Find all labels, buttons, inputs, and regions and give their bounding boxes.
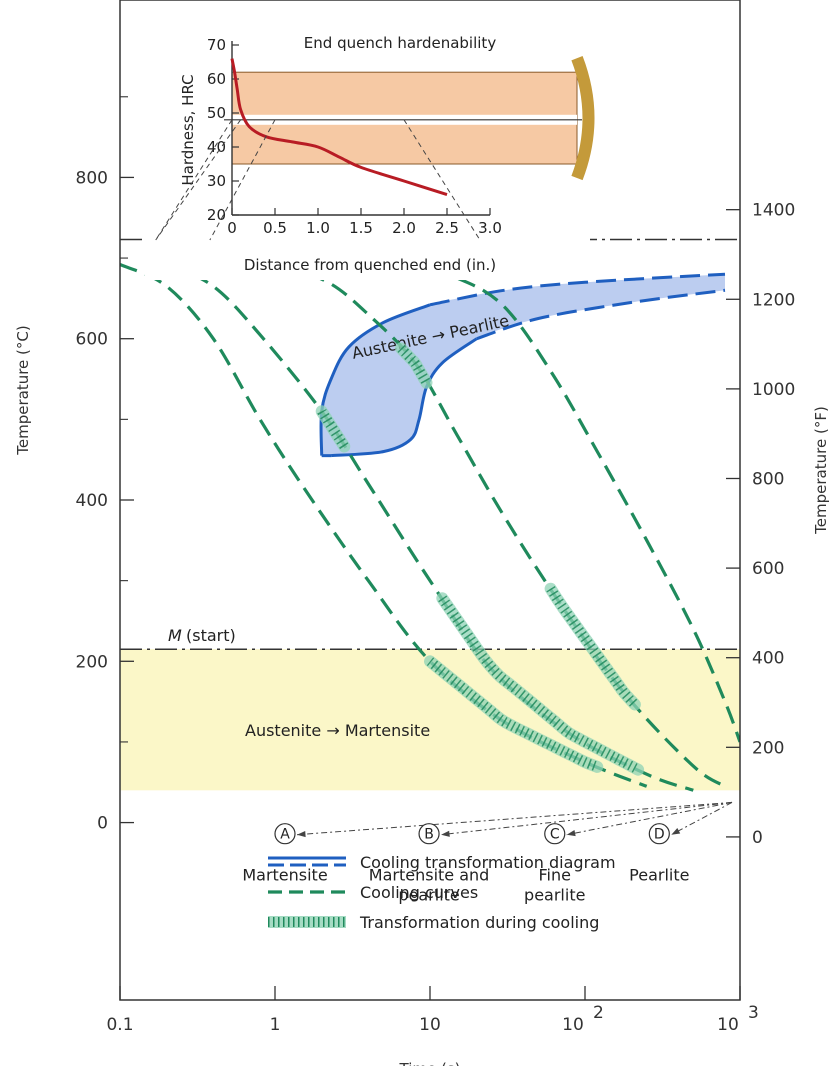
x-tick-label: 10 <box>717 1015 739 1035</box>
product-marker-a <box>274 823 296 845</box>
transformation-hatch-2 <box>438 595 641 775</box>
product-arrowhead-a <box>297 831 306 838</box>
y-left-tick-label: 0 <box>97 814 108 834</box>
ms-label-suffix: (start) <box>186 626 236 645</box>
product-label-b: pearlite <box>398 886 459 905</box>
transformation-hatch-4 <box>546 586 639 708</box>
product-marker-d <box>648 823 670 845</box>
transformation-layer <box>315 342 645 776</box>
cooling-curve-d <box>405 264 740 743</box>
product-marker-label-b: B <box>424 827 434 843</box>
y-right-tick-label: 800 <box>752 469 784 489</box>
product-marker-label-c: C <box>550 827 560 843</box>
inset-connector-2 <box>209 119 276 241</box>
y-right-tick-label: 1000 <box>752 380 795 400</box>
product-marker-b <box>418 823 440 845</box>
product-label-c: pearlite <box>524 886 585 905</box>
inset-x-tick-label: 1.5 <box>349 219 373 237</box>
legend-layer: Cooling transformation diagram Cooling cu… <box>268 853 616 932</box>
hardness-curve <box>230 58 448 197</box>
end-quench-bar-cap <box>571 56 595 181</box>
product-arrowhead-b <box>441 830 450 837</box>
axes-layer: 0.1 1 10 1021030200400600800020040060080010… <box>14 0 830 1066</box>
inset-x-tick-label: 2.5 <box>435 219 459 237</box>
inset-y-tick-label: 50 <box>207 104 226 122</box>
inset-y-tick-label: 40 <box>207 138 226 156</box>
x-tick-label: 0.1 <box>106 1015 133 1035</box>
product-arrow-d <box>671 801 733 836</box>
ms-label: M <box>168 626 182 645</box>
product-arrowhead-c <box>566 830 576 837</box>
inset-y-tick-label: 70 <box>207 36 226 54</box>
inset-connector-0 <box>155 119 233 241</box>
y-right-tick-label: 0 <box>752 828 763 848</box>
transformation-hatch-1 <box>317 408 349 450</box>
martensite-band-label: Austenite → Martensite <box>245 721 430 740</box>
x-tick-exponent: 2 <box>593 1003 604 1023</box>
inset-x-tick-label: 3.0 <box>478 219 502 237</box>
inset-x-tick-label: 0.5 <box>263 219 287 237</box>
product-label-a: Martensite <box>242 866 327 885</box>
product-arrow-b <box>441 801 733 836</box>
y-axis-title-left: Temperature (°C) <box>14 325 32 455</box>
y-right-tick-label: 1200 <box>752 290 795 310</box>
x-tick-exponent: 3 <box>748 1003 759 1023</box>
y-right-tick-label: 400 <box>752 649 784 669</box>
x-tick-label: 10 <box>419 1015 441 1035</box>
y-right-tick-label: 600 <box>752 559 784 579</box>
x-tick-label: 1 <box>270 1015 281 1035</box>
product-marker-c <box>544 823 566 845</box>
inset-y-tick-label: 20 <box>207 206 226 224</box>
y-axis-title-right: Temperature (°F) <box>812 406 830 535</box>
product-arrowhead-d <box>671 828 681 835</box>
x-tick-label: 10 <box>562 1015 584 1035</box>
inset-layer: 20 30 40 50 60 70 0 0.5 1.0 1.5 2.0 2.5 3.0 End quenc… <box>145 10 595 280</box>
ctd-finish-solid <box>330 337 478 458</box>
inset-connector-1 <box>155 119 242 241</box>
inset-y-tick-label: 30 <box>207 172 226 190</box>
inset-y-axis-title: Hardness, HRC <box>179 74 197 185</box>
product-label-d: Pearlite <box>629 866 689 885</box>
product-marker-label-d: D <box>654 827 665 843</box>
product-label-b: Martensite and <box>369 866 490 885</box>
legend-label-ctd: Cooling transformation diagram <box>360 853 616 872</box>
inset-title: End quench hardenability <box>304 34 497 52</box>
x-axis-title: Time (s) <box>399 1060 461 1066</box>
inset-x-axis-title: Distance from quenched end (in.) <box>244 256 496 274</box>
y-left-tick-label: 600 <box>76 330 108 350</box>
inset-x-tick-label: 1.0 <box>306 219 330 237</box>
legend-label-transformation: Transformation during cooling <box>359 913 599 932</box>
inset-x-tick-label: 0 <box>227 219 237 237</box>
ctd-finish-dashed <box>476 288 726 341</box>
transformation-hatch-3 <box>397 344 431 386</box>
y-right-tick-label: 200 <box>752 738 784 758</box>
y-right-tick-label: 1400 <box>752 201 795 221</box>
product-arrow-a <box>296 801 733 836</box>
ctd-start-dashed <box>429 272 726 307</box>
y-left-tick-label: 800 <box>76 168 108 188</box>
inset-connector-3 <box>403 119 481 241</box>
inset-x-tick-label: 2.0 <box>392 219 416 237</box>
product-label-c: Fine <box>539 866 571 885</box>
ctd-region-layer: Austenite → Pearlite <box>319 272 726 458</box>
transformation-hatch-0 <box>426 657 600 772</box>
cooling-curve-c <box>280 264 726 788</box>
product-arrow-c <box>566 801 733 836</box>
product-arrows-layer <box>296 801 733 838</box>
y-left-tick-label: 200 <box>76 652 108 672</box>
product-marker-label-a: A <box>280 827 290 843</box>
legend-label-cooling: Cooling curves <box>360 883 478 902</box>
y-left-tick-label: 400 <box>76 491 108 511</box>
inset-y-tick-label: 60 <box>207 70 226 88</box>
pearlite-region-fill <box>320 274 725 456</box>
